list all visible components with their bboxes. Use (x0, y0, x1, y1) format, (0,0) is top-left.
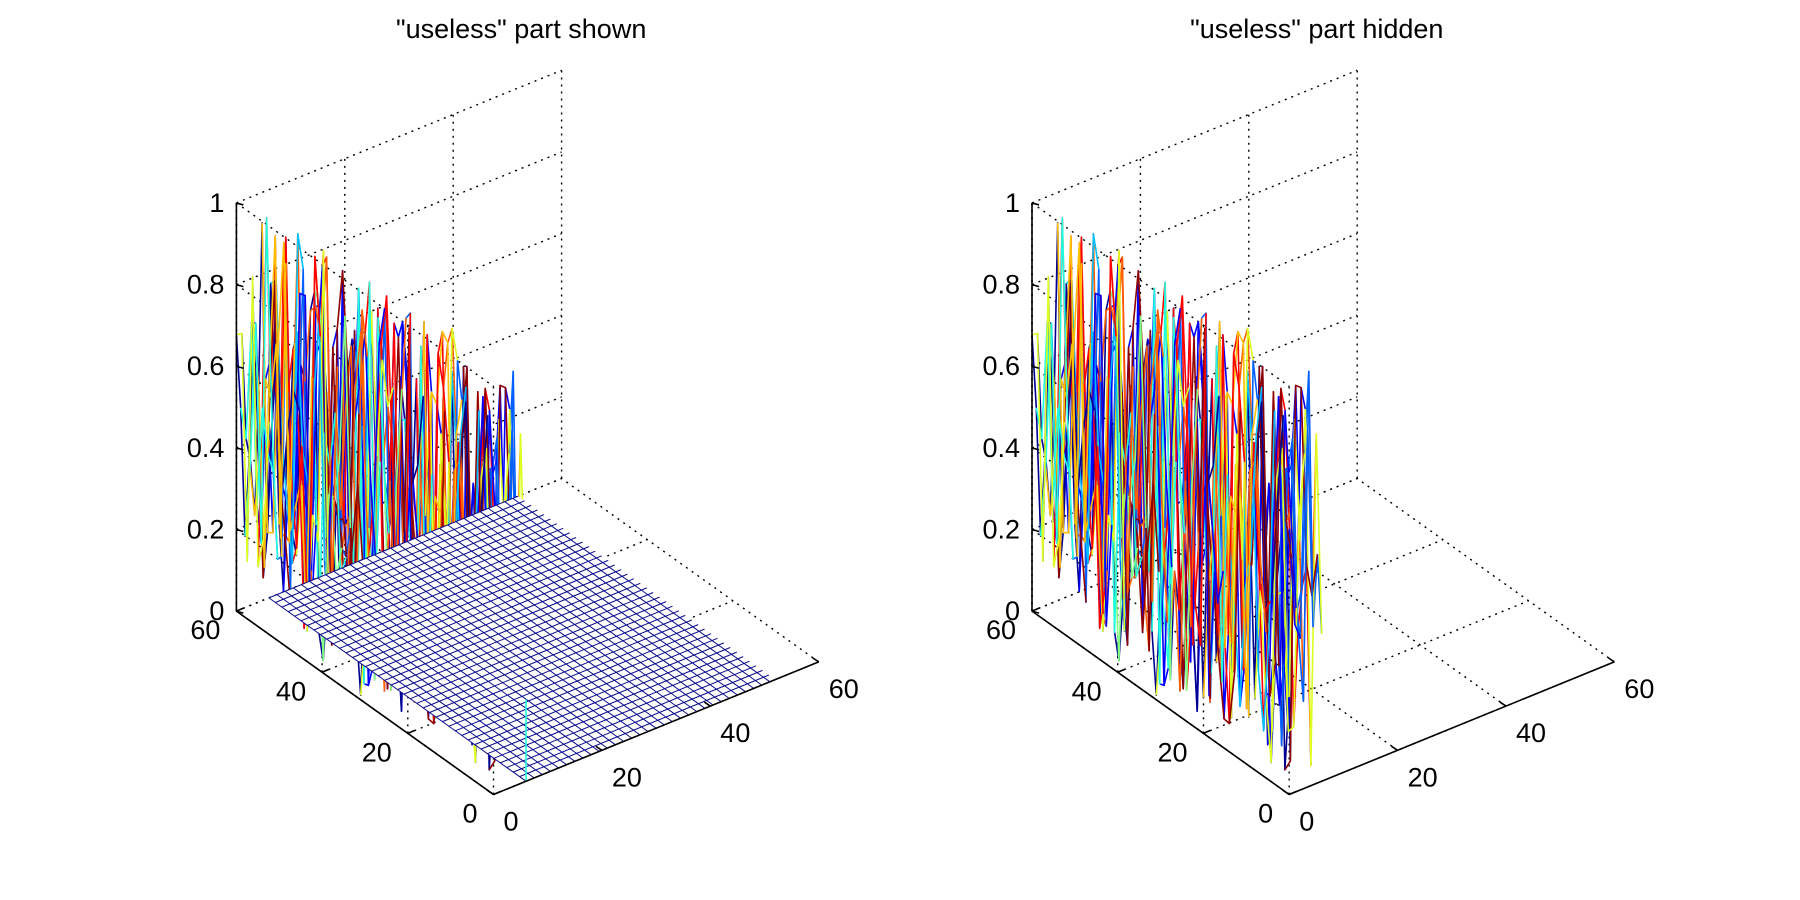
y-tick-label: 20 (362, 737, 392, 767)
y-tick-label: 60 (190, 615, 220, 645)
z-tick-label: 0.2 (187, 515, 225, 545)
surface-trace (261, 222, 296, 543)
z-tick-label: 0.8 (187, 270, 225, 300)
surface-trace (1164, 345, 1199, 691)
subplot-useless-part-shown: "useless" part shown 0 0.2 0.4 0.6 0.8 1 0 20 40… (187, 14, 859, 836)
subplot-useless-part-hidden: "useless" part hidden 0 0.2 0.4 0.6 0.8 1 0 20 4… (982, 14, 1654, 836)
surface-trace (248, 343, 283, 557)
z-tick-label: 0 (209, 596, 224, 626)
surface-trace (1056, 222, 1092, 543)
z-tick-label: 1 (1005, 188, 1020, 218)
surface-trace (1275, 371, 1310, 747)
x-tick-label: 20 (612, 762, 642, 792)
surface-trace (1232, 396, 1267, 671)
y-tick-label: 60 (986, 615, 1016, 645)
x-tick-label: 40 (720, 718, 750, 748)
z-tick-label: 0.6 (187, 351, 225, 381)
surface-trace (1266, 395, 1302, 745)
surface-trace (1138, 331, 1173, 568)
surface-trace (364, 295, 399, 646)
z-tick-label: 0.2 (982, 515, 1020, 545)
z-tick-label: 0.4 (982, 433, 1020, 463)
surface-trace (1031, 275, 1066, 568)
surface-trace (1121, 269, 1156, 652)
z-tick-label: 0.6 (982, 351, 1020, 381)
surface-trace (1082, 255, 1117, 630)
surface-trace (1172, 308, 1207, 647)
subplot-title: "useless" part hidden (1190, 14, 1443, 44)
x-tick-label: 0 (504, 807, 519, 837)
surface-trace (1129, 309, 1164, 603)
z-tick-label: 0 (1005, 596, 1020, 626)
z-tick-label: 0.4 (187, 433, 225, 463)
surface (1031, 217, 1323, 771)
useless-mesh (268, 495, 776, 782)
surface-trace (1044, 343, 1079, 557)
surface-trace (368, 345, 403, 691)
surface-trace (1245, 365, 1280, 667)
subplot-title: "useless" part shown (396, 14, 646, 44)
surface-trace (381, 327, 416, 699)
z-tick-label: 1 (209, 188, 224, 218)
surface-trace (1159, 295, 1194, 646)
y-tick-label: 0 (1258, 799, 1273, 829)
surface-trace (1254, 447, 1289, 764)
surface-trace (287, 255, 322, 630)
surface-trace (1262, 409, 1297, 706)
surface-trace (1258, 366, 1293, 697)
surface-trace (1142, 281, 1177, 685)
surface-trace (1219, 327, 1254, 719)
surface-trace (236, 275, 270, 568)
surface-trace (1194, 345, 1229, 683)
x-tick-label: 0 (1299, 807, 1314, 837)
x-tick-label: 20 (1408, 762, 1438, 792)
surface-trace (1181, 321, 1216, 697)
surface-trace (1039, 217, 1074, 560)
y-tick-label: 20 (1157, 737, 1187, 767)
surface-trace (1176, 327, 1212, 699)
z-tick-label: 0.8 (982, 270, 1020, 300)
surface-trace (1228, 386, 1263, 708)
surface-trace (244, 217, 279, 560)
x-tick-label: 60 (829, 674, 859, 704)
surface-trace (424, 327, 459, 719)
x-tick-label: 40 (1516, 718, 1546, 748)
x-tick-label: 60 (1624, 674, 1654, 704)
y-tick-label: 40 (1072, 676, 1102, 706)
surface-trace (334, 309, 369, 603)
y-tick-label: 0 (462, 799, 477, 829)
surface-trace (342, 331, 377, 568)
y-tick-label: 40 (276, 676, 306, 706)
surface-trace (257, 279, 292, 603)
